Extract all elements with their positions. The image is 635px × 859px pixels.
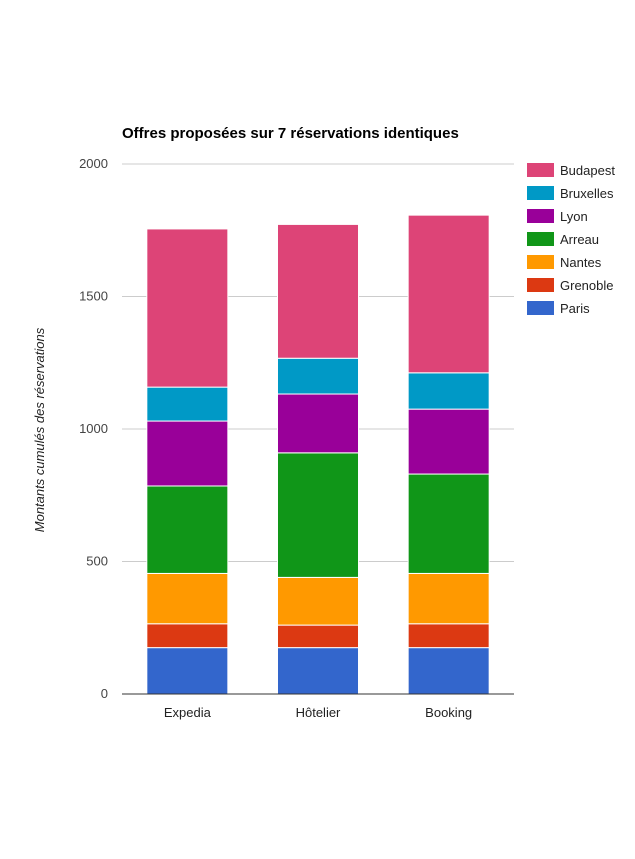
legend-label-arreau: Arreau [560,232,599,247]
legend-label-lyon: Lyon [560,209,588,224]
x-category-label: Booking [425,705,472,720]
x-category-label: Hôtelier [296,705,341,720]
legend: Budapest Bruxelles Lyon Arreau Nantes Grenobl… [527,163,615,316]
legend-swatch-grenoble [527,278,554,292]
bar-segment-nantes [407,572,490,625]
y-tick-label: 1000 [79,421,108,436]
axes: 0 500 1000 1500 2000 Expedia Hôtelier Booking [79,156,514,720]
y-axis-label: Montants cumulés des réservations [32,327,47,532]
bar-segment-paris [276,647,360,695]
bar-segment-budapest [276,223,360,359]
bars [146,214,490,695]
bar-segment-paris [407,647,490,695]
legend-swatch-lyon [527,209,554,223]
bar-segment-lyon [407,408,490,475]
y-tick-label: 0 [101,686,108,701]
bar-segment-grenoble [276,624,360,649]
bar-segment-lyon [276,393,360,454]
bar-segment-bruxelles [276,357,360,395]
bar-segment-paris [146,647,229,695]
bar-segment-budapest [407,214,490,374]
bar-segment-budapest [146,228,229,388]
legend-label-nantes: Nantes [560,255,602,270]
bar-segment-bruxelles [146,386,229,422]
bar-segment-bruxelles [407,372,490,410]
y-tick-label: 500 [86,554,108,569]
legend-swatch-bruxelles [527,186,554,200]
bar-segment-arreau [146,485,229,574]
bar-segment-lyon [146,420,229,487]
chart-title: Offres proposées sur 7 réservations iden… [122,125,459,142]
legend-label-bruxelles: Bruxelles [560,186,614,201]
bar-segment-grenoble [407,623,490,649]
legend-swatch-budapest [527,163,554,177]
legend-swatch-paris [527,301,554,315]
y-tick-label: 2000 [79,156,108,171]
bar-segment-nantes [276,576,360,626]
bar-segment-nantes [146,572,229,625]
legend-label-paris: Paris [560,301,590,316]
bar-segment-grenoble [146,623,229,649]
legend-swatch-nantes [527,255,554,269]
x-category-label: Expedia [164,705,212,720]
bar-segment-arreau [276,452,360,578]
bar-segment-arreau [407,473,490,574]
legend-label-grenoble: Grenoble [560,278,613,293]
legend-swatch-arreau [527,232,554,246]
legend-label-budapest: Budapest [560,163,615,178]
y-tick-label: 1500 [79,289,108,304]
